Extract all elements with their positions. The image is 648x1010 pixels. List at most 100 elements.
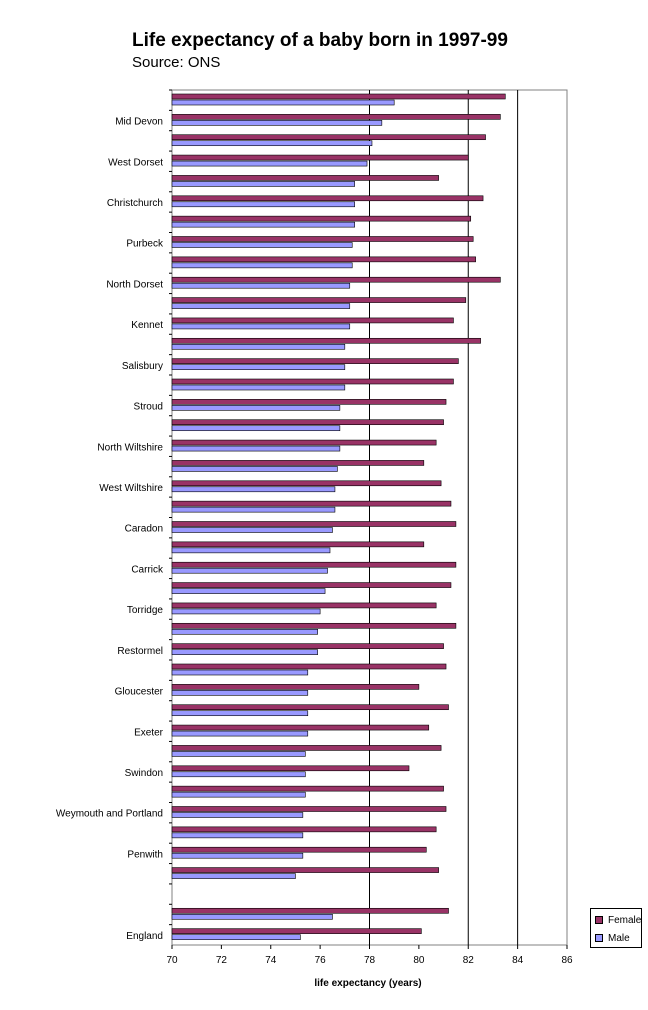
category-label: Exeter [134, 727, 164, 738]
bar-female [171, 358, 459, 364]
category-label: North Dorset [106, 279, 163, 290]
bar-male [171, 303, 351, 309]
bar-male [171, 852, 304, 859]
bar-male [171, 120, 383, 126]
bar-female [171, 602, 437, 609]
category-label: Mid Devon [115, 117, 163, 128]
bar-female [171, 765, 410, 772]
bar-female [171, 521, 457, 527]
bar-male [171, 466, 338, 472]
category-label: Stroud [134, 402, 163, 413]
category-label: Caradon [125, 524, 163, 535]
x-axis-label: life expectancy (years) [314, 978, 421, 989]
bar-male [171, 873, 296, 879]
x-tick-label: 84 [512, 955, 524, 966]
bar-male [171, 343, 346, 350]
bar-female [171, 93, 506, 100]
bar-female [171, 561, 457, 568]
category-label: West Dorset [108, 157, 163, 168]
category-label: Kennet [131, 320, 163, 331]
bar-female [171, 663, 447, 670]
bar-female [171, 684, 420, 690]
bar-female [171, 460, 425, 466]
bar-male [171, 262, 353, 269]
bar-male [171, 99, 395, 106]
legend-label-male: Male [608, 932, 630, 944]
category-label: England [126, 931, 163, 942]
bar-female [171, 785, 444, 792]
bar-female [171, 724, 430, 731]
bar-female [171, 622, 457, 629]
bar-male [171, 527, 333, 533]
bar-male [171, 608, 321, 615]
bar-male [171, 771, 306, 778]
bar-male [171, 282, 351, 289]
bar-female [171, 928, 422, 934]
bar-female [171, 215, 472, 222]
bar-female [171, 317, 454, 324]
bar-male [171, 160, 368, 167]
legend-swatch-female [595, 916, 603, 924]
bar-male [171, 201, 355, 208]
bar-male [171, 934, 301, 940]
legend-label-female: Female [608, 914, 642, 926]
bar-female [171, 175, 439, 181]
x-tick-label: 72 [216, 955, 228, 966]
category-label: Gloucester [115, 687, 164, 698]
bar-female [171, 704, 449, 711]
bar-female [171, 480, 442, 487]
chart-subtitle: Source: ONS [132, 54, 221, 71]
bar-male [171, 242, 353, 248]
bar-female [171, 256, 476, 263]
category-label: Weymouth and Portland [56, 809, 163, 820]
bar-male [171, 506, 336, 513]
bar-male [171, 547, 331, 554]
bar-male [171, 791, 306, 798]
bar-male [171, 751, 306, 757]
bar-female [171, 419, 444, 426]
bar-male [171, 628, 318, 635]
legend-swatch-male [595, 934, 603, 942]
bar-male [171, 588, 326, 594]
bar-male [171, 405, 341, 411]
category-label: Purbeck [126, 239, 164, 250]
bar-male [171, 181, 355, 187]
bar-female [171, 826, 437, 833]
x-tick-label: 86 [561, 955, 573, 966]
chart-title: Life expectancy of a baby born in 1997-9… [132, 30, 508, 51]
bar-male [171, 425, 341, 432]
bar-female [171, 236, 474, 242]
category-label: Salisbury [122, 361, 163, 372]
category-label: West Wiltshire [99, 483, 163, 494]
x-tick-label: 70 [166, 955, 178, 966]
bar-female [171, 337, 481, 344]
bar-female [171, 582, 452, 588]
bar-female [171, 154, 469, 161]
x-tick-label: 76 [315, 955, 327, 966]
bar-male [171, 669, 309, 676]
bar-female [171, 745, 442, 751]
bar-female [171, 439, 437, 446]
bar-male [171, 710, 309, 717]
legend-item-female: Female [595, 914, 641, 926]
bar-male [171, 832, 304, 839]
bar-female [171, 907, 449, 914]
category-label: Penwith [127, 849, 163, 860]
bar-male [171, 486, 336, 493]
category-label: Carrick [131, 564, 164, 575]
x-tick-label: 78 [364, 955, 376, 966]
bar-male [171, 364, 346, 370]
x-tick-label: 82 [463, 955, 475, 966]
bar-male [171, 690, 309, 696]
bar-male [171, 384, 346, 391]
bar-female [171, 806, 447, 812]
bar-female [171, 195, 484, 202]
bar-female [171, 114, 501, 120]
bar-male [171, 812, 304, 818]
bar-female [171, 867, 439, 873]
category-label: Restormel [117, 646, 163, 657]
bar-male [171, 221, 355, 228]
bar-male [171, 730, 309, 737]
bar-male [171, 140, 373, 147]
